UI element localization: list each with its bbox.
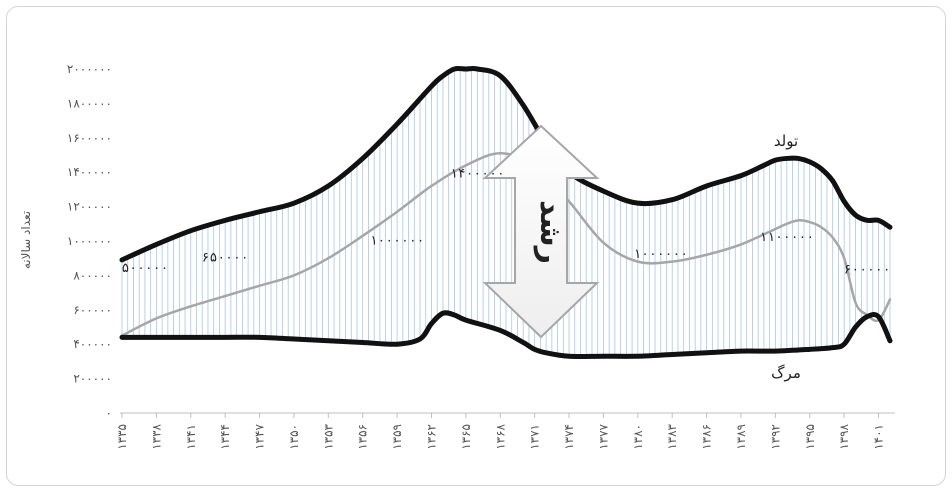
series-line-deaths	[119, 310, 893, 359]
x-tick-label: ۱۳۸۰	[631, 424, 645, 450]
growth-arrow: رشد	[482, 124, 600, 339]
x-tick-label: ۱۳۷۴	[562, 424, 576, 450]
chart-frame	[6, 6, 946, 486]
value-annotation: ۱۰۰۰۰۰۰	[370, 233, 425, 248]
x-tick-label: ۱۳۳۵	[115, 424, 129, 450]
y-tick-label: ۱۸۰۰۰۰۰	[67, 96, 112, 110]
y-tick-label: ۱۴۰۰۰۰۰	[67, 165, 112, 179]
x-tick-label: ۱۳۹۲	[768, 424, 782, 450]
x-tick-label: ۱۳۶۲	[424, 424, 438, 450]
value-annotation: ۶۵۰۰۰۰	[202, 251, 249, 266]
value-annotation: ۱۱۰۰۰۰۰	[759, 230, 814, 245]
x-tick-label: ۱۳۵۹	[390, 424, 404, 450]
x-tick-label: ۱۳۸۹	[734, 424, 748, 450]
series-label-deaths: مرگ	[771, 364, 801, 382]
y-tick-label: ۱۰۰۰۰۰۰	[67, 234, 112, 248]
x-tick-label: ۱۳۵۰	[287, 424, 301, 450]
x-tick-label: ۱۳۶۸	[493, 423, 507, 449]
y-tick-label: ۱۲۰۰۰۰۰	[67, 200, 112, 214]
x-tick-label: ۱۳۸۶	[700, 424, 714, 450]
y-tick-label: ۲۰۰۰۰۰۰	[67, 62, 112, 76]
value-annotation: ۵۰۰۰۰۰	[121, 261, 168, 276]
axes: تعداد سالانه	[19, 211, 895, 414]
value-annotations: ۵۰۰۰۰۰ ۶۵۰۰۰۰ ۱۰۰۰۰۰۰ ۱۴۰۰۰۰۰ ۱۰۰۰۰۰۰ ۱۱۰۰۰۰۰…	[121, 166, 890, 277]
hatch-fill-region	[121, 69, 891, 357]
y-tick-label: ۲۰۰۰۰۰	[73, 372, 112, 386]
value-annotation: ۶۰۰۰۰۰	[844, 263, 891, 278]
x-tick-label: ۱۳۷۷	[596, 423, 610, 449]
x-tick-label: ۱۳۹۸	[837, 423, 851, 449]
value-annotation: ۱۰۰۰۰۰۰	[633, 247, 688, 262]
series-label-births: تولد	[774, 132, 798, 150]
x-tick-label: ۱۴۰۱	[872, 424, 886, 450]
value-annotation: ۱۴۰۰۰۰۰	[450, 166, 505, 181]
x-tick-label: ۱۳۵۳	[321, 423, 335, 449]
y-tick-label: ۸۰۰۰۰۰	[73, 268, 112, 282]
y-axis-label: تعداد سالانه	[19, 211, 33, 269]
growth-label: رشد	[533, 200, 568, 264]
y-tick-label: ۴۰۰۰۰۰	[73, 337, 112, 351]
double-arrow-shape	[482, 124, 600, 339]
y-tick-label: ۰	[106, 406, 112, 420]
y-tick-label: ۶۰۰۰۰۰	[73, 303, 112, 317]
x-tick-label: ۱۳۸۳	[665, 423, 679, 449]
x-tick-label: ۱۳۳۸	[149, 423, 163, 449]
x-tick-label: ۱۳۷۱	[528, 424, 542, 450]
x-tick-label: ۱۳۶۵	[459, 424, 473, 450]
x-ticks: ۱۳۳۵ ۱۳۳۸ ۱۳۴۱ ۱۳۴۴ ۱۳۴۷ ۱۳۵۰ ۱۳۵۳ ۱۳۵۶ ۱۳۵۹ ۱۳۶۲…	[115, 413, 886, 450]
x-tick-label: ۱۳۴۷	[253, 423, 267, 449]
y-tick-label: ۱۶۰۰۰۰۰	[67, 131, 112, 145]
x-tick-label: ۱۳۴۱	[184, 424, 198, 450]
x-tick-label: ۱۳۵۶	[356, 424, 370, 450]
x-tick-label: ۱۳۹۵	[803, 424, 817, 450]
x-tick-label: ۱۳۴۴	[218, 424, 232, 450]
series-line-middle	[120, 152, 892, 337]
y-ticks: ۰ ۲۰۰۰۰۰ ۴۰۰۰۰۰ ۶۰۰۰۰۰ ۸۰۰۰۰۰ ۱۰۰۰۰۰۰ ۱۲۰۰۰۰۰ ۱…	[67, 62, 112, 420]
